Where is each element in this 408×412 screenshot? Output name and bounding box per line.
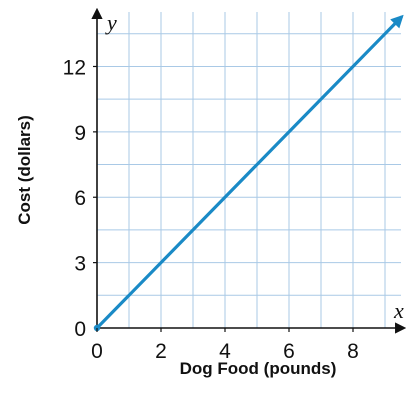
grid xyxy=(97,12,401,328)
x-axis-title: Dog Food (pounds) xyxy=(180,359,337,378)
y-tick-label: 3 xyxy=(74,253,86,276)
tick-labels: 0 2 4 6 8 0 3 6 9 12 xyxy=(63,56,359,363)
y-tick-label: 12 xyxy=(63,56,86,79)
y-tick-label: 0 xyxy=(74,318,86,341)
y-tick-label: 6 xyxy=(74,187,86,210)
x-tick-label: 2 xyxy=(155,340,167,363)
series-line xyxy=(95,14,404,330)
x-axis-variable: x xyxy=(393,298,404,323)
y-tick-label: 9 xyxy=(74,122,86,145)
y-axis-variable: y xyxy=(105,10,117,35)
x-tick-label: 6 xyxy=(283,340,295,363)
x-tick-label: 0 xyxy=(91,340,103,363)
x-tick-label: 4 xyxy=(219,340,231,363)
x-tick-label: 8 xyxy=(347,340,359,363)
y-axis-title: Cost (dollars) xyxy=(15,115,34,225)
series-layer xyxy=(93,14,404,332)
